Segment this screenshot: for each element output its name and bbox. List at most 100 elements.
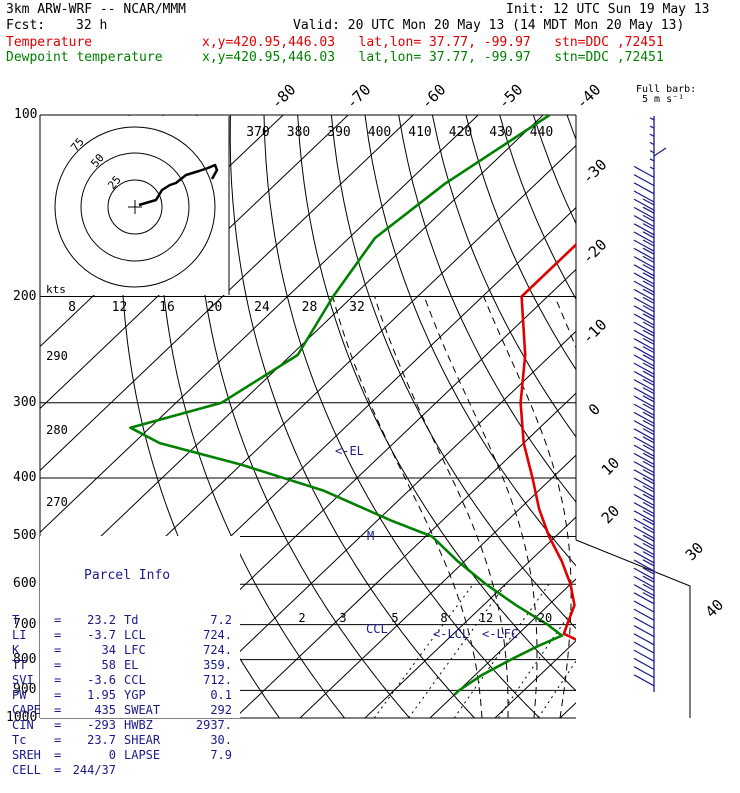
parcel-key: CCL xyxy=(124,673,146,687)
parcel-value: 292 xyxy=(210,703,232,717)
pressure-tick-label: 1000 xyxy=(6,710,38,725)
parcel-info-row: Tc = 23.7 SHEAR 30. xyxy=(12,733,234,748)
parcel-eq: = xyxy=(54,718,62,732)
wind-barb xyxy=(642,329,655,337)
theta-left-label: 290 xyxy=(46,349,68,363)
wind-barb xyxy=(642,542,655,550)
wind-barb xyxy=(633,256,655,269)
parcel-eq: = xyxy=(54,748,62,762)
isotherm-line xyxy=(169,330,576,718)
wind-barb xyxy=(633,288,655,301)
parcel-info-row: CAPE = 435 SWEAT 292 xyxy=(12,703,234,718)
wind-barb xyxy=(633,666,655,679)
parcel-value: 1.95 xyxy=(87,688,116,702)
moist-adiabat-label: 32 xyxy=(349,300,365,315)
isotherm-label: -10 xyxy=(579,316,611,348)
wind-barb xyxy=(633,231,655,244)
parcel-info-row: CIN = -293 HWBZ 2937. xyxy=(12,718,234,733)
pressure-tick-label: 900 xyxy=(13,682,37,698)
parcel-value: 0.1 xyxy=(210,688,232,702)
parcel-key: YGP xyxy=(124,688,146,702)
isotherm-label: -70 xyxy=(343,81,375,113)
wind-barb xyxy=(642,436,655,444)
wind-barb xyxy=(633,206,655,219)
wind-barb xyxy=(633,387,655,400)
parcel-key: PW xyxy=(12,688,27,702)
wind-barb xyxy=(642,460,655,468)
parcel-info-title: Parcel Info xyxy=(84,568,171,583)
theta-label: 380 xyxy=(287,125,310,140)
mixing-ratio-line xyxy=(591,584,678,718)
isotherm-label: 40 xyxy=(702,596,728,622)
dry-adiabat-line xyxy=(158,115,345,718)
wind-barb xyxy=(642,313,655,321)
wind-barb xyxy=(633,354,655,367)
dry-adiabat-line xyxy=(398,115,576,503)
pressure-tick-label: 500 xyxy=(13,528,37,544)
el-marker: <-EL xyxy=(335,444,364,458)
wind-barb xyxy=(633,264,655,277)
wind-barb xyxy=(642,321,655,329)
wind-barb xyxy=(642,370,655,378)
wind-barb xyxy=(633,403,655,416)
init-time: Init: 12 UTC Sun 19 May 13 xyxy=(506,2,710,17)
dry-adiabat-line xyxy=(330,115,576,630)
parcel-eq: = xyxy=(54,613,62,627)
wind-barb xyxy=(649,150,655,154)
wind-barb xyxy=(633,608,655,621)
forecast-hours: 32 h xyxy=(76,18,108,33)
isotherm-line xyxy=(364,516,576,718)
parcel-value: 244/37 xyxy=(72,763,116,777)
parcel-key: Tc xyxy=(12,733,27,747)
isotherm-label: 0 xyxy=(585,400,604,419)
wind-barb xyxy=(633,165,655,178)
dry-adiabat-line xyxy=(194,115,410,718)
mixing-ratio-label: 12 xyxy=(479,611,493,625)
moist-adiabat-label: 8 xyxy=(68,300,76,315)
parcel-key: K xyxy=(12,643,20,657)
theta-label: 400 xyxy=(368,125,391,140)
dry-adiabat-line xyxy=(364,115,576,567)
wind-barb xyxy=(642,567,655,575)
isotherm-label: -20 xyxy=(579,236,611,268)
wind-barb xyxy=(633,657,655,670)
parcel-value: -3.7 xyxy=(87,628,116,642)
moist-adiabat-line xyxy=(664,297,740,719)
isotherm-line xyxy=(234,392,576,718)
dry-adiabat-line xyxy=(668,115,740,718)
moist-adiabat-label: 24 xyxy=(254,300,270,315)
wind-barb xyxy=(642,469,655,477)
temperature-location: x,y=420.95,446.03 lat,lon= 37.77, -99.97… xyxy=(202,35,664,50)
forecast-label: Fcst: xyxy=(6,18,46,33)
wind-barb xyxy=(642,501,655,509)
wind-barb xyxy=(633,411,655,424)
wind-barb xyxy=(633,346,655,359)
parcel-info-row: PW = 1.95 YGP 0.1 xyxy=(12,688,234,703)
dry-adiabat-line xyxy=(263,115,540,718)
isotherm-line xyxy=(40,115,479,533)
wind-barb xyxy=(633,510,655,523)
parcel-value: 58 xyxy=(101,658,116,672)
wind-barb xyxy=(633,559,655,572)
mixing-ratio-label: 5 xyxy=(391,611,398,625)
wind-barb xyxy=(642,378,655,386)
dewpoint-legend: Dewpoint temperature xyxy=(6,50,163,65)
hodograph-ring xyxy=(54,126,216,288)
wind-barb xyxy=(633,575,655,588)
parcel-eq: = xyxy=(54,628,62,642)
wind-barb xyxy=(633,428,655,441)
parcel-info-row: SREH = 0 LAPSE 7.9 xyxy=(12,748,234,763)
moist-adiabat-line xyxy=(374,296,509,718)
wind-barb xyxy=(642,223,655,231)
wind-barb xyxy=(633,551,655,564)
temperature-legend: Temperature xyxy=(6,35,93,50)
hodograph-ring xyxy=(107,179,163,235)
m-marker: M xyxy=(367,529,374,543)
isotherm-label: -80 xyxy=(268,81,300,113)
parcel-value: 0 xyxy=(108,748,116,762)
parcel-key: EL xyxy=(124,658,139,672)
isotherm-line xyxy=(40,115,349,410)
parcel-key: CAPE xyxy=(12,703,41,717)
wind-barb xyxy=(649,158,655,162)
